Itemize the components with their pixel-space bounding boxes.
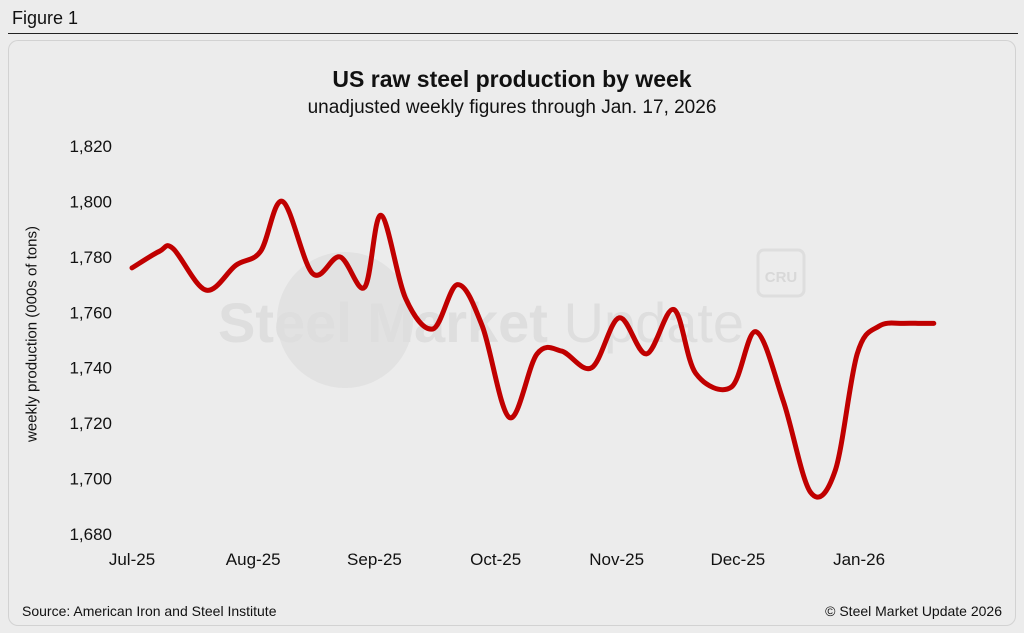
source-note: Source: American Iron and Steel Institut… — [22, 603, 277, 619]
x-tick-label: Dec-25 — [710, 550, 765, 569]
figure-label: Figure 1 — [12, 8, 79, 28]
copyright-note: © Steel Market Update 2026 — [825, 603, 1002, 619]
chart-subtitle: unadjusted weekly figures through Jan. 1… — [307, 97, 717, 118]
x-tick-label: Nov-25 — [589, 550, 644, 569]
x-axis-ticks: Jul-25 Aug-25 Sep-25 Oct-25 Nov-25 Dec-25 Jan-… — [109, 550, 885, 569]
series-line-weekly-production — [129, 198, 937, 500]
x-tick-label: Jul-25 — [109, 550, 155, 569]
x-tick-label: Jan-26 — [833, 550, 885, 569]
chart-title: US raw steel production by week — [332, 66, 692, 92]
x-tick-label: Sep-25 — [347, 550, 402, 569]
y-tick-label: 1,800 — [69, 192, 112, 211]
y-tick-label: 1,700 — [69, 470, 112, 489]
y-tick-label: 1,820 — [69, 137, 112, 156]
x-tick-label: Oct-25 — [470, 550, 521, 569]
watermark-badge-icon — [756, 248, 806, 298]
y-tick-label: 1,760 — [69, 303, 112, 322]
x-tick-label: Aug-25 — [226, 550, 281, 569]
watermark-logo-icon — [277, 252, 413, 388]
y-axis-label: weekly production (000s of tons) — [23, 226, 41, 442]
chart-panel — [8, 40, 1016, 626]
y-axis-ticks: 1,680 1,700 1,720 1,740 1,760 1,780 1,800 1,820 — [69, 137, 112, 544]
watermark-text: Steel Market Update — [218, 291, 744, 354]
y-tick-label: 1,720 — [69, 414, 112, 433]
y-tick-label: 1,740 — [69, 359, 112, 378]
watermark-badge-text: CRU — [765, 269, 798, 286]
figure-divider — [8, 33, 1018, 34]
y-tick-label: 1,680 — [69, 525, 112, 544]
watermark: Steel Market Update CRU — [218, 248, 806, 388]
y-tick-label: 1,780 — [69, 248, 112, 267]
